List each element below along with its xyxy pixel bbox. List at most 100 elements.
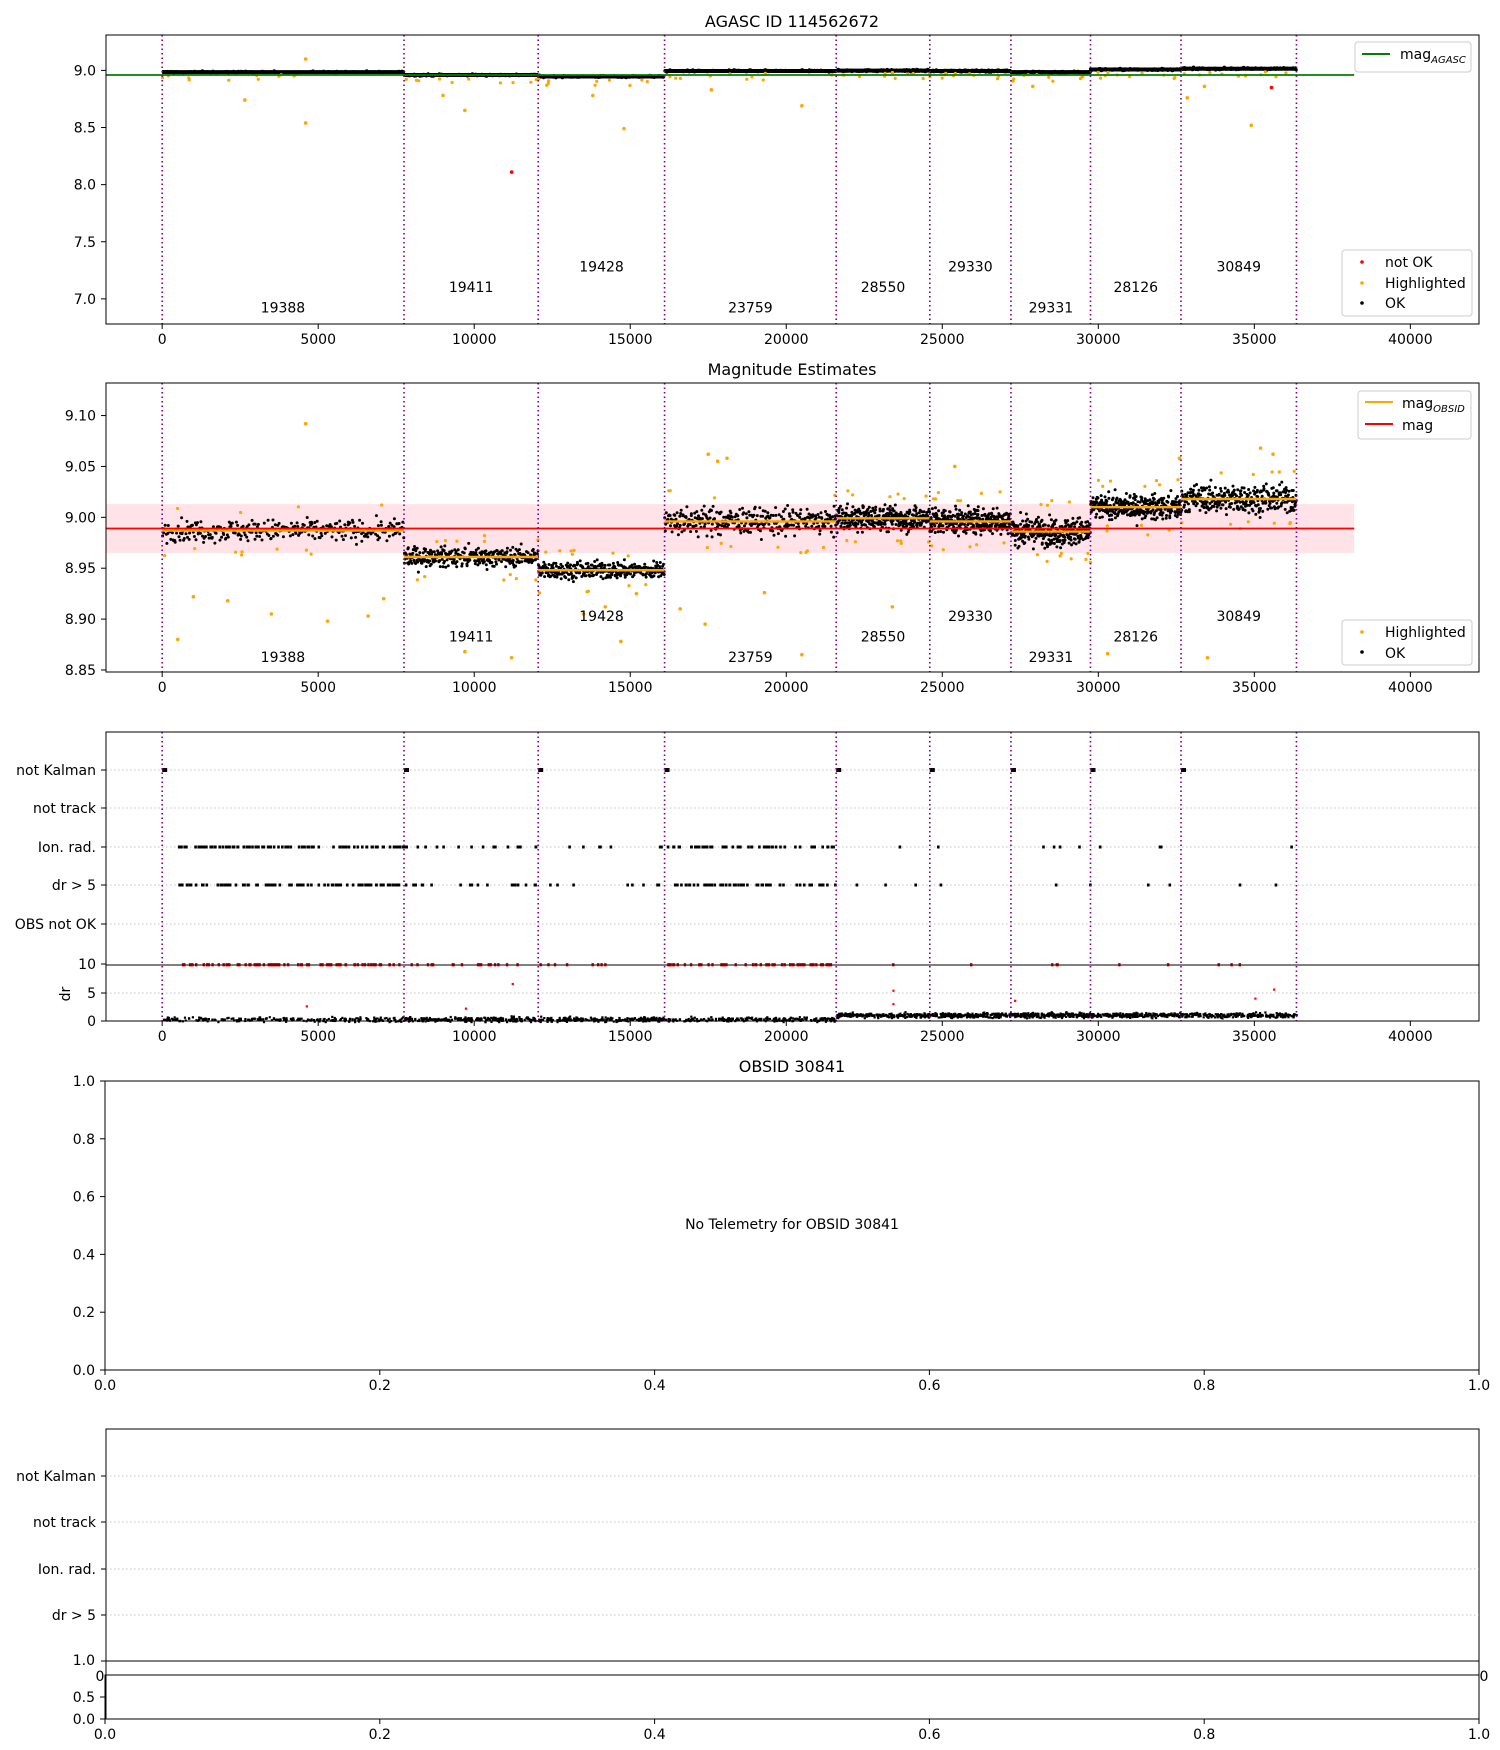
- ok-point: [867, 513, 871, 517]
- ok-point: [1043, 523, 1047, 527]
- ok-point: [689, 530, 693, 534]
- highlighted-point: [668, 489, 672, 493]
- ok-point: [1036, 515, 1040, 519]
- ok-point: [777, 513, 781, 517]
- ok-point: [329, 525, 333, 529]
- highlighted-point: [225, 598, 230, 603]
- highlighted-point: [627, 584, 631, 588]
- ok-point: [837, 511, 841, 514]
- ok-point: [450, 549, 454, 553]
- agasc-obsid-label-6: 29331: [1029, 301, 1074, 317]
- ok-point: [1209, 478, 1213, 482]
- ok-point: [1080, 520, 1084, 524]
- highlighted-point: [1251, 472, 1255, 477]
- ok-point: [890, 522, 894, 526]
- ok-point: [728, 517, 732, 521]
- flag-ion-rad-point: [599, 845, 602, 849]
- highlighted-point: [750, 75, 754, 79]
- ok-point: [255, 534, 259, 538]
- ok-point: [1197, 488, 1201, 492]
- ok-point: [376, 524, 380, 528]
- ok-point: [1208, 488, 1212, 492]
- ok-point: [567, 578, 571, 582]
- ok-point: [253, 537, 257, 541]
- ok-point: [1280, 501, 1284, 505]
- ok-point: [911, 522, 915, 526]
- ok-point: [229, 524, 233, 528]
- highlighted-point: [546, 81, 550, 86]
- ok-point: [818, 529, 822, 533]
- ok-point: [698, 516, 702, 520]
- ok-point: [1032, 540, 1036, 543]
- ok-point: [1256, 503, 1260, 507]
- ok-point: [574, 576, 578, 580]
- ok-point: [354, 535, 358, 539]
- flag-dr5-point: [404, 883, 408, 887]
- ok-point: [177, 535, 181, 539]
- flag-ion-rad-point: [1042, 845, 1045, 849]
- magnitude-obsid-label-0: 19388: [261, 650, 306, 666]
- ok-point: [1291, 489, 1295, 492]
- ok-point: [379, 520, 383, 524]
- ok-point: [1098, 516, 1102, 520]
- ok-point: [860, 520, 864, 524]
- ok-point: [679, 508, 683, 512]
- ok-point: [1059, 533, 1063, 537]
- ok-point: [856, 522, 860, 526]
- ok-point: [771, 529, 775, 533]
- ok-point: [1198, 508, 1202, 512]
- flag-ion-rad-point: [710, 845, 714, 849]
- ok-point: [1232, 507, 1236, 511]
- ok-point: [1292, 508, 1296, 512]
- ok-point: [424, 547, 428, 551]
- ok-point: [1034, 518, 1038, 521]
- highlighted-point: [799, 551, 803, 555]
- ok-point: [840, 508, 844, 512]
- flag-ion-rad-point: [794, 845, 797, 849]
- ok-point: [697, 514, 700, 518]
- ok-point: [526, 551, 530, 555]
- ok-point: [1244, 500, 1248, 503]
- ok-point: [851, 505, 855, 509]
- flag-dr5-point: [346, 883, 349, 887]
- flag-not-kalman-point: [541, 768, 544, 772]
- highlighted-point: [896, 492, 900, 496]
- ok-point: [1070, 543, 1073, 547]
- ok-point: [554, 564, 558, 568]
- flag-dr5-point: [278, 883, 282, 887]
- ok-point: [273, 523, 277, 527]
- highlighted-point: [296, 505, 300, 509]
- highlighted-point: [309, 552, 313, 556]
- ok-point: [930, 507, 934, 511]
- highlighted-point: [1246, 520, 1250, 524]
- ok-point: [1124, 492, 1128, 495]
- flag-ion-rad-point: [338, 845, 341, 849]
- flag-dr5-point: [1147, 883, 1150, 887]
- agasc-ytick-label-0: 7.0: [74, 292, 96, 308]
- ok-point: [1034, 536, 1038, 540]
- ok-point: [1167, 495, 1171, 499]
- highlighted-point: [712, 496, 717, 500]
- highlighted-point: [674, 76, 678, 80]
- ok-point: [351, 520, 355, 524]
- ok-point: [674, 517, 678, 521]
- ok-point: [323, 531, 327, 535]
- ok-point: [1235, 494, 1238, 498]
- flag-ion-rad-point: [1158, 845, 1162, 849]
- ok-point: [438, 565, 442, 569]
- flag-ion-rad-point: [177, 845, 181, 849]
- ok-point: [1215, 509, 1219, 513]
- ok-point: [1187, 510, 1191, 514]
- ok-point: [730, 515, 734, 519]
- highlighted-point: [1277, 470, 1281, 474]
- ok-point: [711, 504, 715, 508]
- ok-point: [178, 538, 182, 542]
- ok-point: [267, 534, 271, 537]
- flag-dr5-point: [430, 883, 433, 887]
- flag-dr5-point: [737, 883, 740, 887]
- flag-dr5-point: [364, 883, 367, 887]
- ok-point: [713, 517, 716, 521]
- flag-dr5-point: [549, 883, 552, 887]
- magnitude-obsid-label-3: 23759: [728, 650, 773, 666]
